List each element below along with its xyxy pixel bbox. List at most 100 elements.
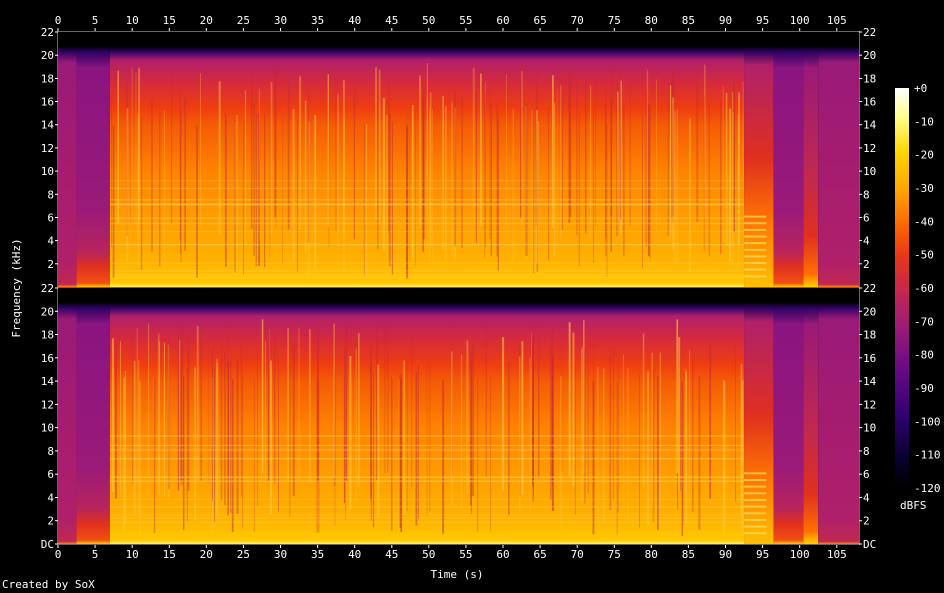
- ch2-streak: [417, 365, 419, 519]
- ch1-streak: [264, 113, 266, 267]
- ch1-y-tick-left: 8: [47, 188, 54, 201]
- ch1-streak: [454, 107, 456, 261]
- ch2-streak: [597, 367, 599, 521]
- ch1-streak: [704, 64, 706, 218]
- ch2-y-tick-right: 6: [863, 468, 870, 481]
- ch1-streak: [525, 102, 528, 256]
- ch2-streak: [584, 349, 586, 504]
- y-axis-label: Frequency (kHz): [10, 238, 23, 337]
- ch2-streak: [593, 335, 594, 489]
- ch2-harmonic-band: [109, 498, 745, 501]
- ch1-streak: [548, 107, 550, 261]
- ch2-streak: [196, 325, 199, 480]
- ch2-harmonic-band: [109, 435, 745, 437]
- ch2-harmonic-band: [109, 514, 745, 516]
- colorbar-tick-label: -70: [914, 315, 934, 328]
- ch2-y-tick-right: 2: [863, 515, 870, 528]
- ch1-y-tick-left: 6: [47, 212, 54, 225]
- ch1-streak: [314, 115, 317, 269]
- ch2-streak: [466, 340, 469, 494]
- ch2-y-tick-right: 18: [863, 329, 876, 342]
- ch2-stutter-bar: [744, 512, 767, 515]
- ch2-y-tick-right: 4: [863, 492, 870, 505]
- ch2-streak: [267, 327, 270, 482]
- ch1-streak: [126, 108, 129, 262]
- ch2-y-tick-left: 2: [47, 515, 54, 528]
- ch1-y-tick-right: 2: [863, 258, 870, 271]
- ch2-streak: [253, 378, 255, 532]
- ch2-streak: [163, 342, 165, 497]
- ch2-streak: [623, 354, 624, 508]
- ch2-streak: [333, 323, 335, 478]
- ch1-streak: [251, 75, 253, 229]
- ch2-streak: [603, 368, 605, 522]
- ch2-streak: [136, 328, 138, 482]
- ch2-streak: [411, 333, 413, 488]
- ch2-streak: [212, 378, 213, 532]
- ch1-streak: [733, 78, 735, 232]
- ch1-streak: [200, 73, 201, 227]
- x-tick-label-bottom: 5: [92, 548, 99, 561]
- ch2-streak: [216, 359, 218, 513]
- ch2-streak: [187, 337, 190, 491]
- ch1-streak: [720, 100, 722, 254]
- ch1-streak: [689, 118, 691, 272]
- ch2-streak: [230, 359, 232, 513]
- ch2-harmonic-band: [109, 444, 745, 447]
- ch2-y-tick-left: 6: [47, 468, 54, 481]
- ch1-streak: [253, 102, 255, 256]
- ch1-streak: [676, 109, 678, 263]
- ch1-streak: [578, 113, 580, 267]
- ch2-harmonic-band: [109, 458, 745, 460]
- ch1-streak: [536, 118, 539, 272]
- ch2-streak: [138, 360, 140, 514]
- ch1-harmonic-band: [109, 180, 745, 182]
- x-tick-label-top: 45: [385, 14, 398, 27]
- ch1-streak: [245, 90, 246, 244]
- ch1-streak: [725, 93, 728, 246]
- ch2-y-tick-right: 14: [863, 375, 877, 388]
- ch2-streak: [345, 366, 346, 521]
- x-tick-label-bottom: 65: [533, 548, 546, 561]
- ch1-streak: [180, 109, 182, 263]
- ch2-streak: [508, 361, 510, 516]
- ch2-streak: [587, 339, 589, 493]
- ch2-streak: [531, 331, 532, 486]
- colorbar-tick-label: -90: [914, 382, 934, 395]
- ch2-streak: [529, 357, 531, 512]
- colorbar: [895, 88, 909, 488]
- ch1-streak: [427, 97, 428, 251]
- ch1-streak: [732, 112, 734, 266]
- ch1-stutter-bar: [744, 242, 767, 245]
- ch1-streak: [432, 109, 433, 262]
- ch2-section-low: [818, 288, 859, 544]
- x-tick-label-top: 100: [790, 14, 810, 27]
- ch1-streak: [536, 110, 538, 264]
- ch1-streak: [255, 113, 257, 267]
- ch2-streak: [442, 380, 445, 534]
- ch2-streak: [709, 345, 712, 499]
- ch1-streak: [287, 76, 290, 230]
- ch2-streak: [583, 320, 585, 474]
- ch1-y-tick-left: 4: [47, 235, 54, 248]
- ch2-streak: [617, 359, 619, 513]
- x-tick-label-bottom: 85: [682, 548, 695, 561]
- x-tick-label-top: 70: [571, 14, 584, 27]
- ch1-streak: [656, 79, 657, 233]
- ch2-streak: [560, 375, 562, 530]
- ch1-streak: [243, 121, 244, 275]
- ch2-streak: [111, 338, 114, 492]
- ch2-streak: [460, 355, 463, 509]
- ch2-streak: [261, 319, 264, 473]
- ch2-section-mid: [803, 288, 819, 544]
- x-tick-label-top: 105: [827, 14, 847, 27]
- ch2-streak: [451, 351, 453, 505]
- ch2-streak: [355, 348, 357, 502]
- ch1-y-tick-left: 20: [41, 49, 54, 62]
- ch1-harmonic-band: [109, 231, 745, 233]
- ch2-streak: [236, 360, 239, 514]
- colorbar-tick-label: -30: [914, 182, 934, 195]
- ch1-harmonic-band: [109, 274, 745, 276]
- ch2-y-tick-right: 10: [863, 422, 876, 435]
- ch1-streak: [269, 105, 271, 259]
